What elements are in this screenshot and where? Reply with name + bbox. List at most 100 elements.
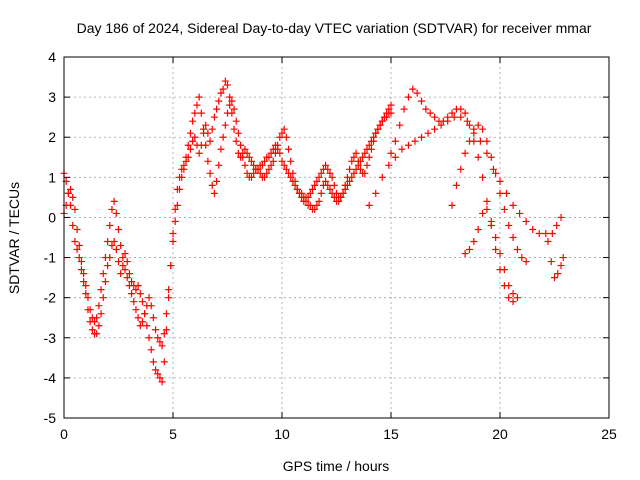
data-point	[115, 225, 122, 233]
y-tick-label: -5	[44, 410, 57, 426]
data-point	[93, 314, 101, 322]
data-point	[529, 225, 537, 233]
data-point	[110, 238, 118, 246]
data-point	[557, 262, 565, 270]
data-point	[365, 153, 373, 161]
y-tick-label: 3	[48, 89, 56, 105]
data-point	[383, 109, 391, 117]
data-point	[75, 254, 83, 262]
data-point	[461, 109, 469, 117]
data-point	[123, 258, 131, 266]
data-point	[147, 302, 155, 310]
data-point	[186, 129, 194, 137]
data-point	[547, 258, 555, 266]
data-point	[452, 181, 460, 189]
data-point	[180, 165, 188, 173]
data-point	[132, 306, 140, 314]
data-point	[176, 185, 184, 193]
data-point	[274, 141, 282, 149]
data-point	[84, 294, 92, 302]
data-point	[184, 141, 192, 149]
data-point	[409, 85, 417, 93]
data-point	[346, 165, 354, 173]
data-point	[77, 258, 85, 266]
data-point	[503, 189, 511, 197]
data-point	[378, 117, 386, 125]
data-point	[335, 197, 343, 205]
data-point	[505, 282, 513, 290]
data-point	[125, 282, 133, 290]
data-point	[317, 189, 325, 197]
data-point	[186, 145, 194, 153]
data-point	[542, 229, 550, 237]
data-point	[156, 338, 164, 346]
data-point	[374, 125, 382, 133]
data-point	[73, 246, 81, 254]
data-point	[69, 221, 77, 229]
data-point	[492, 234, 500, 241]
data-point	[241, 145, 249, 153]
data-point	[311, 205, 319, 213]
data-point	[322, 177, 330, 185]
data-point	[173, 201, 181, 209]
data-point	[372, 189, 380, 197]
data-point	[363, 161, 371, 169]
data-point	[313, 177, 321, 185]
data-point	[483, 149, 491, 157]
data-point	[548, 229, 556, 237]
data-point	[479, 125, 487, 133]
data-point	[343, 181, 351, 189]
data-point	[141, 310, 149, 318]
data-point	[387, 101, 395, 109]
data-point	[215, 97, 223, 105]
data-point	[513, 294, 521, 302]
data-point	[202, 141, 210, 149]
data-point	[256, 169, 264, 177]
data-point	[208, 181, 216, 189]
data-point	[457, 105, 465, 113]
data-point	[162, 310, 170, 318]
data-point	[496, 189, 504, 197]
data-point	[191, 109, 199, 117]
data-point	[134, 314, 142, 322]
data-point	[396, 121, 404, 129]
data-point	[138, 298, 146, 306]
data-point	[298, 193, 306, 201]
data-point	[280, 125, 288, 133]
data-point	[77, 266, 85, 274]
data-point	[250, 161, 258, 169]
data-point	[99, 294, 107, 302]
data-point	[210, 113, 218, 121]
data-point	[258, 161, 266, 169]
data-point	[306, 201, 314, 209]
data-point	[544, 238, 552, 246]
data-point	[224, 81, 231, 89]
data-point	[496, 177, 504, 185]
data-point	[104, 262, 112, 270]
data-point	[271, 149, 279, 157]
data-point	[189, 117, 197, 125]
data-point	[474, 153, 482, 161]
data-point	[112, 209, 120, 217]
data-point	[378, 173, 386, 181]
data-point	[463, 117, 471, 125]
x-tick-label: 25	[601, 426, 617, 442]
data-point	[500, 205, 508, 213]
data-point	[152, 326, 160, 334]
x-axis-label: GPS time / hours	[283, 458, 390, 474]
data-point	[352, 165, 360, 173]
data-point	[82, 290, 90, 298]
data-point	[239, 153, 247, 161]
data-point	[91, 318, 99, 326]
data-point	[171, 205, 179, 213]
axis-ticks: 0 5 10 15 20 25 -5 -4 -3 -2 -1 0 1 2 3 4	[44, 49, 617, 442]
data-point	[104, 238, 112, 246]
data-point	[217, 89, 225, 97]
data-point	[108, 205, 116, 213]
data-point	[230, 105, 238, 113]
data-point	[160, 330, 168, 338]
data-point	[208, 125, 216, 133]
data-point	[398, 145, 406, 153]
data-point	[226, 93, 234, 101]
data-points	[60, 77, 567, 386]
